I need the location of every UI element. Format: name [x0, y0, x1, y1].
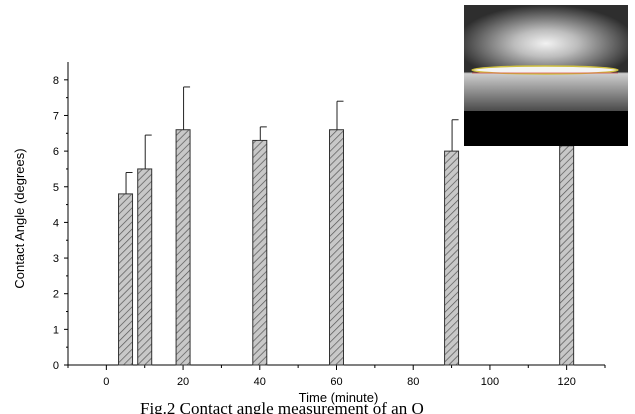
- x-tick-label: 80: [407, 376, 419, 388]
- figure-caption: Fig.2 Contact angle measurement of an O: [140, 399, 424, 414]
- bar: [444, 150, 460, 366]
- y-tick-label: 5: [53, 182, 59, 194]
- y-tick-label: 4: [53, 217, 59, 229]
- x-tick-label: 40: [254, 376, 266, 388]
- y-tick-label: 6: [53, 146, 59, 158]
- droplet-photo-inset: [464, 5, 628, 146]
- bar: [137, 168, 153, 366]
- y-tick-label: 2: [53, 289, 59, 301]
- x-tick-label: 100: [481, 376, 499, 388]
- bar: [559, 145, 575, 366]
- x-tick-label: 120: [557, 376, 575, 388]
- y-tick-label: 1: [53, 324, 59, 336]
- y-axis-title: Contact Angle (degrees): [12, 148, 27, 288]
- x-tick-label: 20: [177, 376, 189, 388]
- x-tick-label: 0: [103, 376, 109, 388]
- y-tick-label: 0: [53, 360, 59, 372]
- y-tick-label: 8: [53, 75, 59, 87]
- bar: [252, 139, 268, 366]
- droplet: [471, 65, 619, 75]
- y-tick-label: 3: [53, 253, 59, 265]
- bar: [175, 129, 191, 366]
- x-tick-label: 60: [330, 376, 342, 388]
- bar: [118, 193, 134, 366]
- bar: [329, 129, 344, 366]
- x-axis-title: Time (minute): [299, 390, 379, 405]
- y-tick-label: 7: [53, 110, 59, 122]
